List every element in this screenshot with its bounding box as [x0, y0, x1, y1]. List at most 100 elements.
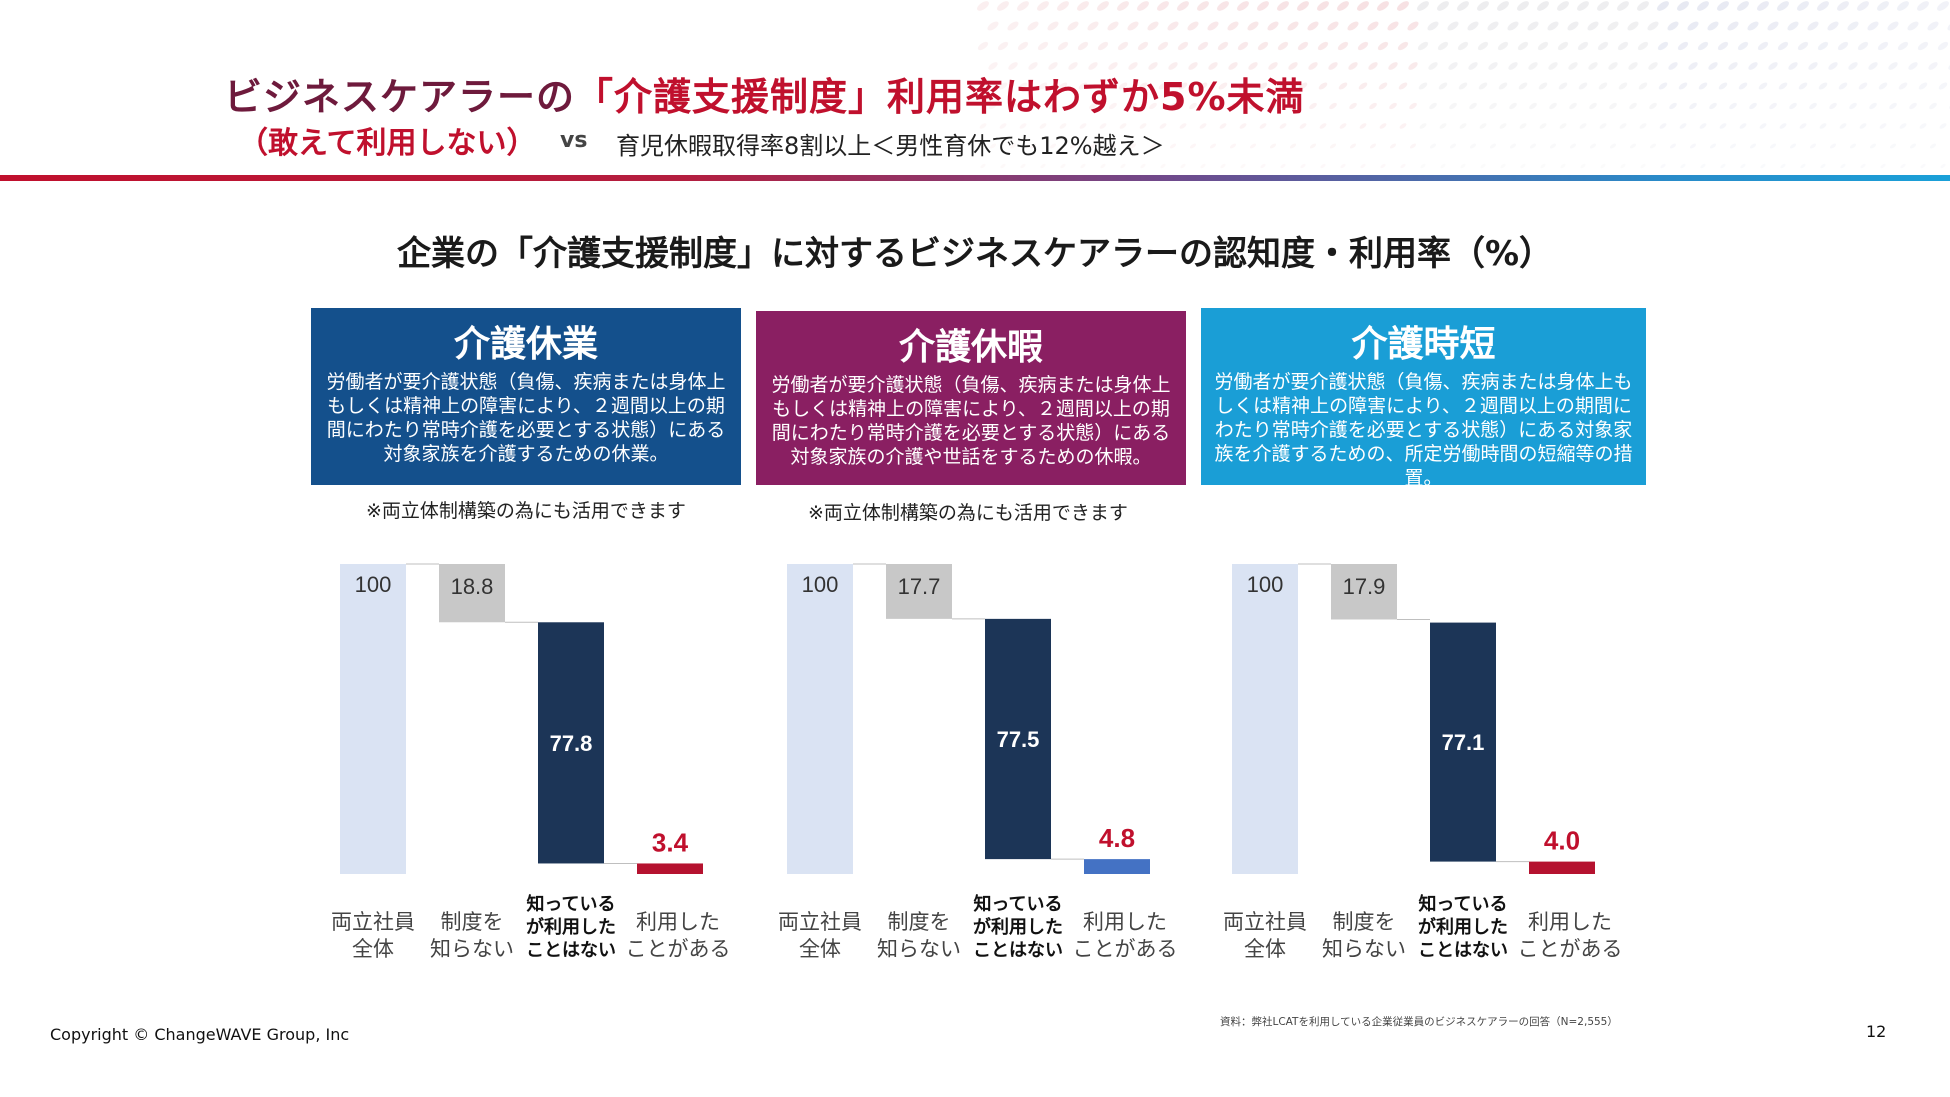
- header-dot: [1080, 163, 1086, 169]
- header-dot: [1899, 123, 1907, 129]
- header-dot: [1709, 102, 1717, 110]
- header-dot: [1437, 41, 1449, 51]
- header-dot: [1258, 82, 1268, 90]
- bar-unknown: [439, 564, 505, 623]
- source-note: 資料：弊社LCATを利用している企業従業員のビジネスケアラーの回答（N=2,55…: [1220, 1016, 1618, 1028]
- header-dot: [1189, 102, 1197, 110]
- header-dot: [1809, 102, 1817, 110]
- header-dot: [1239, 123, 1247, 129]
- header-dot: [1609, 102, 1617, 110]
- header-dot: [1458, 82, 1468, 90]
- header-dot: [1869, 143, 1877, 149]
- header-dot: [1937, 41, 1949, 51]
- header-dot: [1459, 123, 1467, 129]
- header-dot: [1340, 163, 1346, 169]
- header-dot: [1277, 1, 1289, 11]
- header-dot: [1257, 41, 1269, 51]
- value-label: 17.7: [898, 574, 941, 599]
- header-dot: [1369, 143, 1377, 149]
- category-label: 全体: [799, 937, 841, 961]
- header-dot: [1448, 62, 1458, 70]
- header-dot: [1069, 143, 1077, 149]
- header-dot: [1078, 82, 1088, 90]
- panel-note: ※両立体制構築の為にも活用できます: [366, 500, 686, 522]
- header-dot: [1429, 102, 1437, 110]
- header-dot: [1717, 41, 1729, 51]
- header-dot: [1297, 1, 1309, 11]
- category-label: 知っている: [526, 893, 615, 915]
- header-dot: [1278, 82, 1288, 90]
- header-dot: [1657, 1, 1669, 11]
- header-dot: [1579, 123, 1587, 129]
- header-dot: [1249, 143, 1257, 149]
- header-dot: [1120, 163, 1126, 169]
- panel-kaigo-kyuka: 介護休暇 労働者が要介護状態（負傷、疾病または身体上もしくは精神上の障害により、…: [756, 311, 1186, 485]
- header-dot: [1207, 21, 1219, 31]
- header-dot: [1919, 123, 1927, 129]
- header-dot: [1697, 41, 1709, 51]
- header-dot: [1938, 82, 1948, 90]
- waterfall-charts: 100 18.877.83.4両立社員全体制度を知らない知っているが利用したことは…: [331, 563, 1623, 961]
- header-dot: [1288, 62, 1298, 70]
- header-dot: [1887, 21, 1899, 31]
- header-dot: [1009, 102, 1017, 110]
- header-dot: [1069, 102, 1077, 110]
- header-dot: [1829, 102, 1837, 110]
- header-dot: [1348, 62, 1358, 70]
- header-dot: [1747, 21, 1759, 31]
- header-dot: [1317, 41, 1329, 51]
- category-label: 全体: [352, 937, 394, 961]
- header-dot: [1197, 41, 1209, 51]
- header-dot: [1589, 143, 1597, 149]
- header-dot: [1068, 62, 1078, 70]
- page-number: 12: [1866, 1022, 1887, 1041]
- header-dot: [1217, 41, 1229, 51]
- header-dot: [1039, 123, 1047, 129]
- header-dot: [1547, 21, 1559, 31]
- header-dot: [1357, 41, 1369, 51]
- panel-description: 労働者が要介護状態（負傷、疾病または身体上もしくは精神上の障害により、２週間以上…: [1214, 371, 1633, 489]
- header-dot: [1909, 143, 1917, 149]
- header-dot: [1387, 21, 1399, 31]
- header-dot: [1867, 21, 1879, 31]
- header-dot: [1900, 163, 1906, 169]
- header-dot: [1417, 1, 1429, 11]
- header-dot: [1777, 41, 1789, 51]
- header-dot: [1560, 163, 1566, 169]
- header-dot: [1318, 82, 1328, 90]
- header-dot: [1878, 82, 1888, 90]
- header-dot: [1388, 62, 1398, 70]
- header-dot: [1478, 82, 1488, 90]
- header-dot: [1399, 123, 1407, 129]
- header-dot: [1298, 82, 1308, 90]
- header-dot: [1079, 123, 1087, 129]
- header-dot: [1089, 102, 1097, 110]
- header-dot: [1017, 1, 1029, 11]
- header-dot: [1149, 143, 1157, 149]
- header-dot: [1608, 62, 1618, 70]
- header-dot: [1897, 1, 1909, 11]
- header-dot: [1379, 123, 1387, 129]
- header-dot: [1317, 1, 1329, 11]
- header-dot: [1100, 163, 1106, 169]
- header-dot: [1148, 62, 1158, 70]
- header-dot: [1268, 62, 1278, 70]
- header-dot: [1367, 21, 1379, 31]
- header-dot: [1828, 62, 1838, 70]
- header-dot: [1568, 62, 1578, 70]
- header-dot: [1719, 123, 1727, 129]
- header-dot: [1917, 1, 1929, 11]
- header-dot: [1189, 143, 1197, 149]
- header-dot: [1640, 163, 1646, 169]
- header-dot: [1240, 163, 1246, 169]
- header-dot: [1229, 102, 1237, 110]
- header-dot: [1539, 123, 1547, 129]
- header-dot: [1508, 62, 1518, 70]
- header-dot: [1107, 21, 1119, 31]
- header-dot: [1329, 102, 1337, 110]
- header-dot: [1329, 143, 1337, 149]
- header-dot: [1178, 82, 1188, 90]
- header-dot: [1939, 123, 1947, 129]
- header-dot: [1657, 41, 1669, 51]
